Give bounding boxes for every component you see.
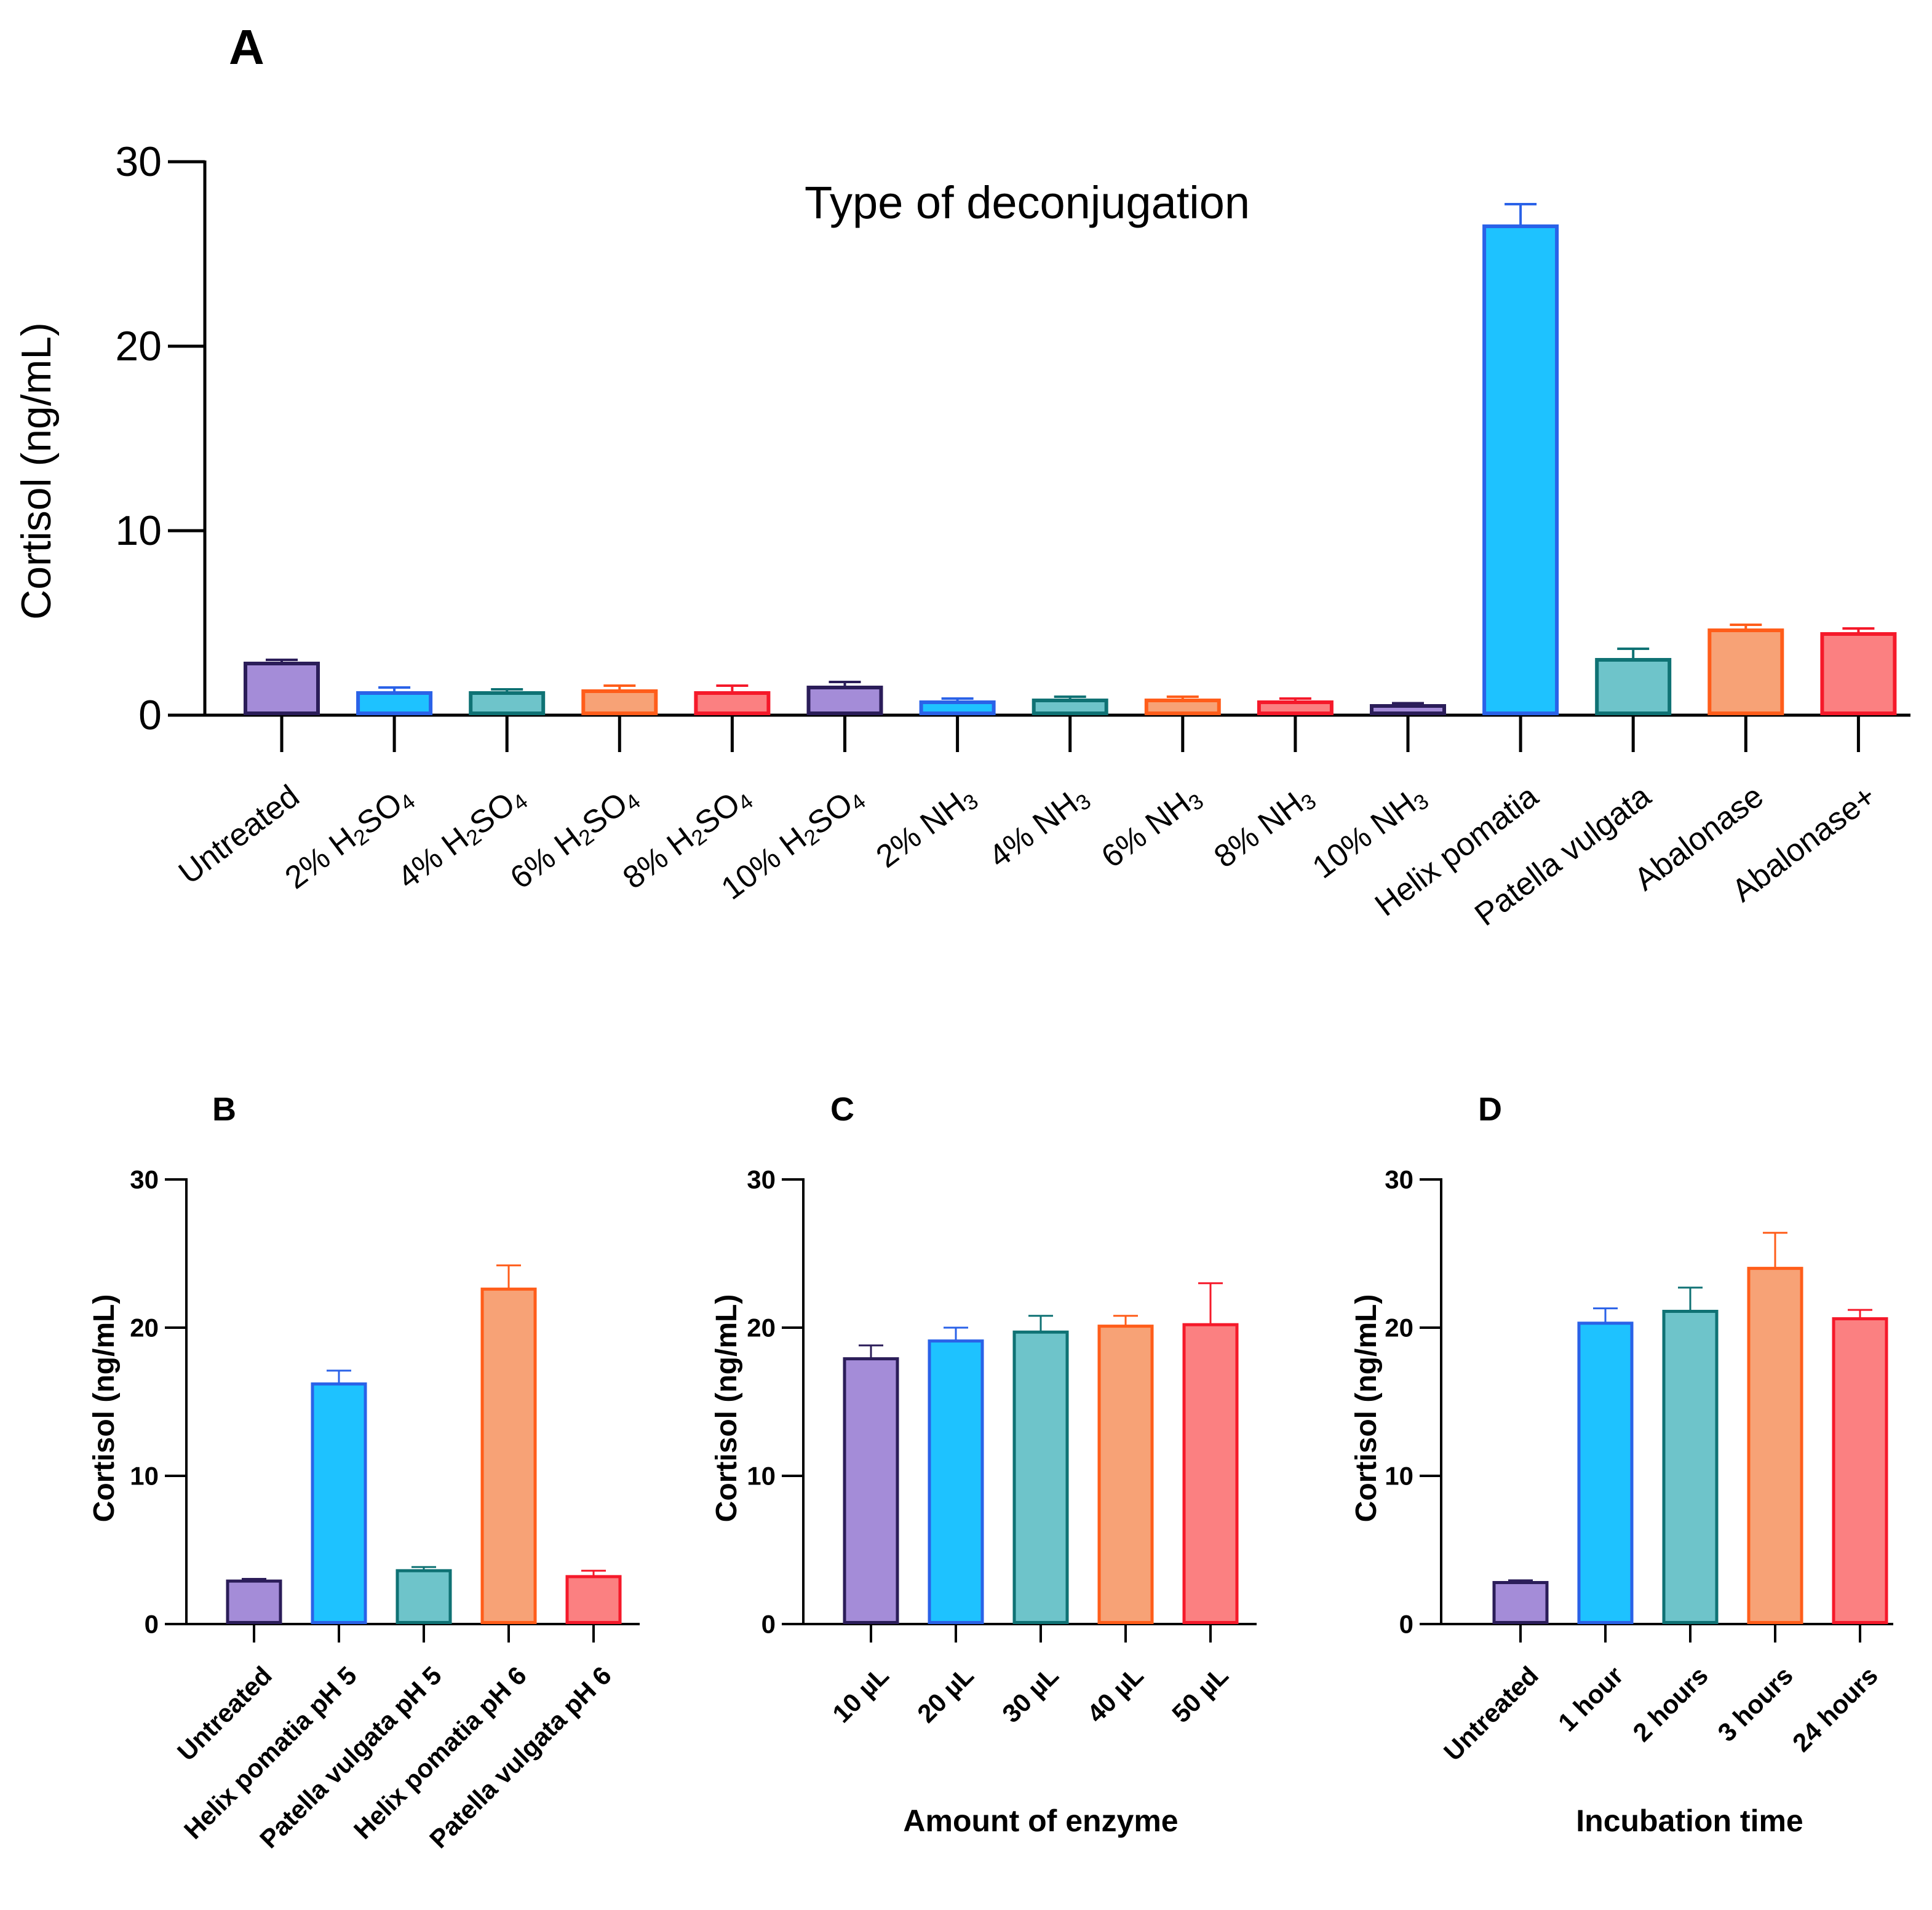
bar — [1097, 1325, 1154, 1625]
bar — [1747, 1267, 1803, 1625]
panel-a-y-tick-label: 20 — [115, 323, 162, 370]
panel-letter-b: B — [212, 1091, 236, 1128]
bar — [1820, 632, 1897, 715]
bar — [1492, 1581, 1549, 1625]
panel-c: Cortisol (ng/mL) Amount of enzyme 0 10 20 3… — [710, 1165, 1257, 1838]
panel-a-x-tick-label: 4% H2SO4 — [391, 779, 533, 898]
panel-c-x-tick-label: 30 µL — [996, 1661, 1064, 1729]
panel-c-x-tick-label: 40 µL — [1081, 1661, 1149, 1729]
panel-c-y-axis-title: Cortisol (ng/mL) — [710, 1294, 743, 1523]
panel-b-axes — [185, 1178, 640, 1625]
bar — [694, 691, 771, 715]
panel-c-y-tick-label: 0 — [761, 1610, 776, 1639]
panel-d-x-tick-label: 3 hours — [1712, 1661, 1799, 1748]
panel-b-y-tick-label: 20 — [130, 1314, 159, 1342]
panel-d-y-tick-label: 0 — [1399, 1610, 1413, 1639]
bar — [1662, 1309, 1719, 1624]
bar — [1257, 700, 1334, 715]
bar — [480, 1287, 537, 1625]
panel-a-x-tick-label: 6% NH3 — [1095, 779, 1208, 877]
panel-a-x-tick-label: 2% NH3 — [870, 779, 983, 877]
panel-d: Cortisol (ng/mL) Incubation time 0 10 20 30… — [1350, 1165, 1893, 1838]
panel-d-y-tick-label: 30 — [1385, 1165, 1413, 1194]
panel-b-y-tick-label: 30 — [130, 1165, 159, 1194]
panel-a-x-tick-label: 8% NH3 — [1207, 779, 1321, 877]
bar — [843, 1357, 899, 1625]
panel-a-y-tick-label: 0 — [138, 692, 162, 739]
panel-d-y-tick-label: 20 — [1385, 1314, 1413, 1342]
panel-a-title: Type of deconjugation — [805, 177, 1250, 228]
panel-letter-a: A — [229, 20, 264, 74]
bar — [311, 1382, 367, 1625]
panel-b: Cortisol (ng/mL) 0 10 20 30 UntreatedHelix … — [88, 1165, 640, 1853]
bar — [1707, 628, 1784, 715]
panel-c-y-tick-label: 20 — [747, 1314, 776, 1342]
panel-c-x-axis-title: Amount of enzyme — [903, 1804, 1178, 1838]
bar — [469, 691, 546, 715]
panel-b-y-axis-title: Cortisol (ng/mL) — [88, 1294, 121, 1523]
panel-d-x-tick-label: 1 hour — [1552, 1661, 1629, 1737]
panel-a-x-tick-label: 2% H2SO4 — [279, 779, 420, 898]
panel-b-y-tick-label: 0 — [145, 1610, 159, 1639]
bar — [806, 686, 883, 715]
bar — [226, 1579, 282, 1625]
panel-a-y-axis-title: Cortisol (ng/mL) — [13, 322, 60, 620]
panel-d-y-ticks: 0 10 20 30 — [1385, 1165, 1441, 1639]
panel-b-bars — [226, 1264, 622, 1625]
panel-c-x-ticks: 10 µL 20 µL 30 µL 40 µL 50 µL — [827, 1624, 1234, 1728]
panel-d-x-axis-title: Incubation time — [1576, 1804, 1803, 1838]
panel-b-y-ticks: 0 10 20 30 — [130, 1165, 186, 1639]
panel-a-bars — [244, 203, 1897, 715]
panel-d-y-tick-label: 10 — [1385, 1462, 1413, 1491]
panel-d-y-axis-title: Cortisol (ng/mL) — [1350, 1294, 1383, 1523]
bar — [1482, 224, 1559, 715]
panel-a-axes — [203, 160, 1910, 717]
panel-d-x-tick-label: 2 hours — [1627, 1661, 1714, 1748]
bar — [928, 1339, 984, 1624]
bar — [1577, 1322, 1634, 1625]
panel-d-x-tick-label: 24 hours — [1787, 1661, 1883, 1757]
panel-a-y-tick-label: 30 — [115, 138, 162, 185]
panel-letter-c: C — [830, 1091, 854, 1128]
panel-d-x-tick-label: Untreated — [1438, 1661, 1544, 1767]
bar — [1370, 704, 1446, 715]
bar — [1012, 1330, 1069, 1624]
panel-a-y-tick-label: 10 — [115, 507, 162, 554]
bar — [1144, 699, 1221, 715]
bar — [244, 662, 320, 715]
panel-c-y-tick-label: 10 — [747, 1462, 776, 1491]
panel-c-x-tick-label: 20 µL — [912, 1661, 979, 1729]
bar — [919, 700, 996, 715]
panel-letter-d: D — [1478, 1091, 1502, 1128]
panel-d-bars — [1492, 1232, 1888, 1625]
panel-a-y-ticks: 0 10 20 30 — [115, 138, 205, 739]
panel-a-x-tick-label: 4% NH3 — [982, 779, 1095, 877]
panel-a-x-tick-label: 6% H2SO4 — [504, 779, 645, 898]
bar — [565, 1575, 622, 1624]
bar — [1832, 1317, 1888, 1625]
bar — [581, 689, 658, 715]
bar — [356, 691, 433, 715]
panel-c-bars — [843, 1282, 1239, 1625]
bar — [1032, 699, 1108, 715]
panel-a: Type of deconjugation Cortisol (ng/mL) 0… — [13, 138, 1910, 933]
panel-c-y-tick-label: 30 — [747, 1165, 776, 1194]
panel-c-y-ticks: 0 10 20 30 — [747, 1165, 803, 1639]
bar — [396, 1569, 452, 1624]
panel-b-y-tick-label: 10 — [130, 1462, 159, 1491]
bar — [1595, 658, 1672, 715]
bar — [1182, 1323, 1239, 1624]
panel-c-x-tick-label: 10 µL — [827, 1661, 894, 1729]
panel-c-x-tick-label: 50 µL — [1166, 1661, 1234, 1729]
